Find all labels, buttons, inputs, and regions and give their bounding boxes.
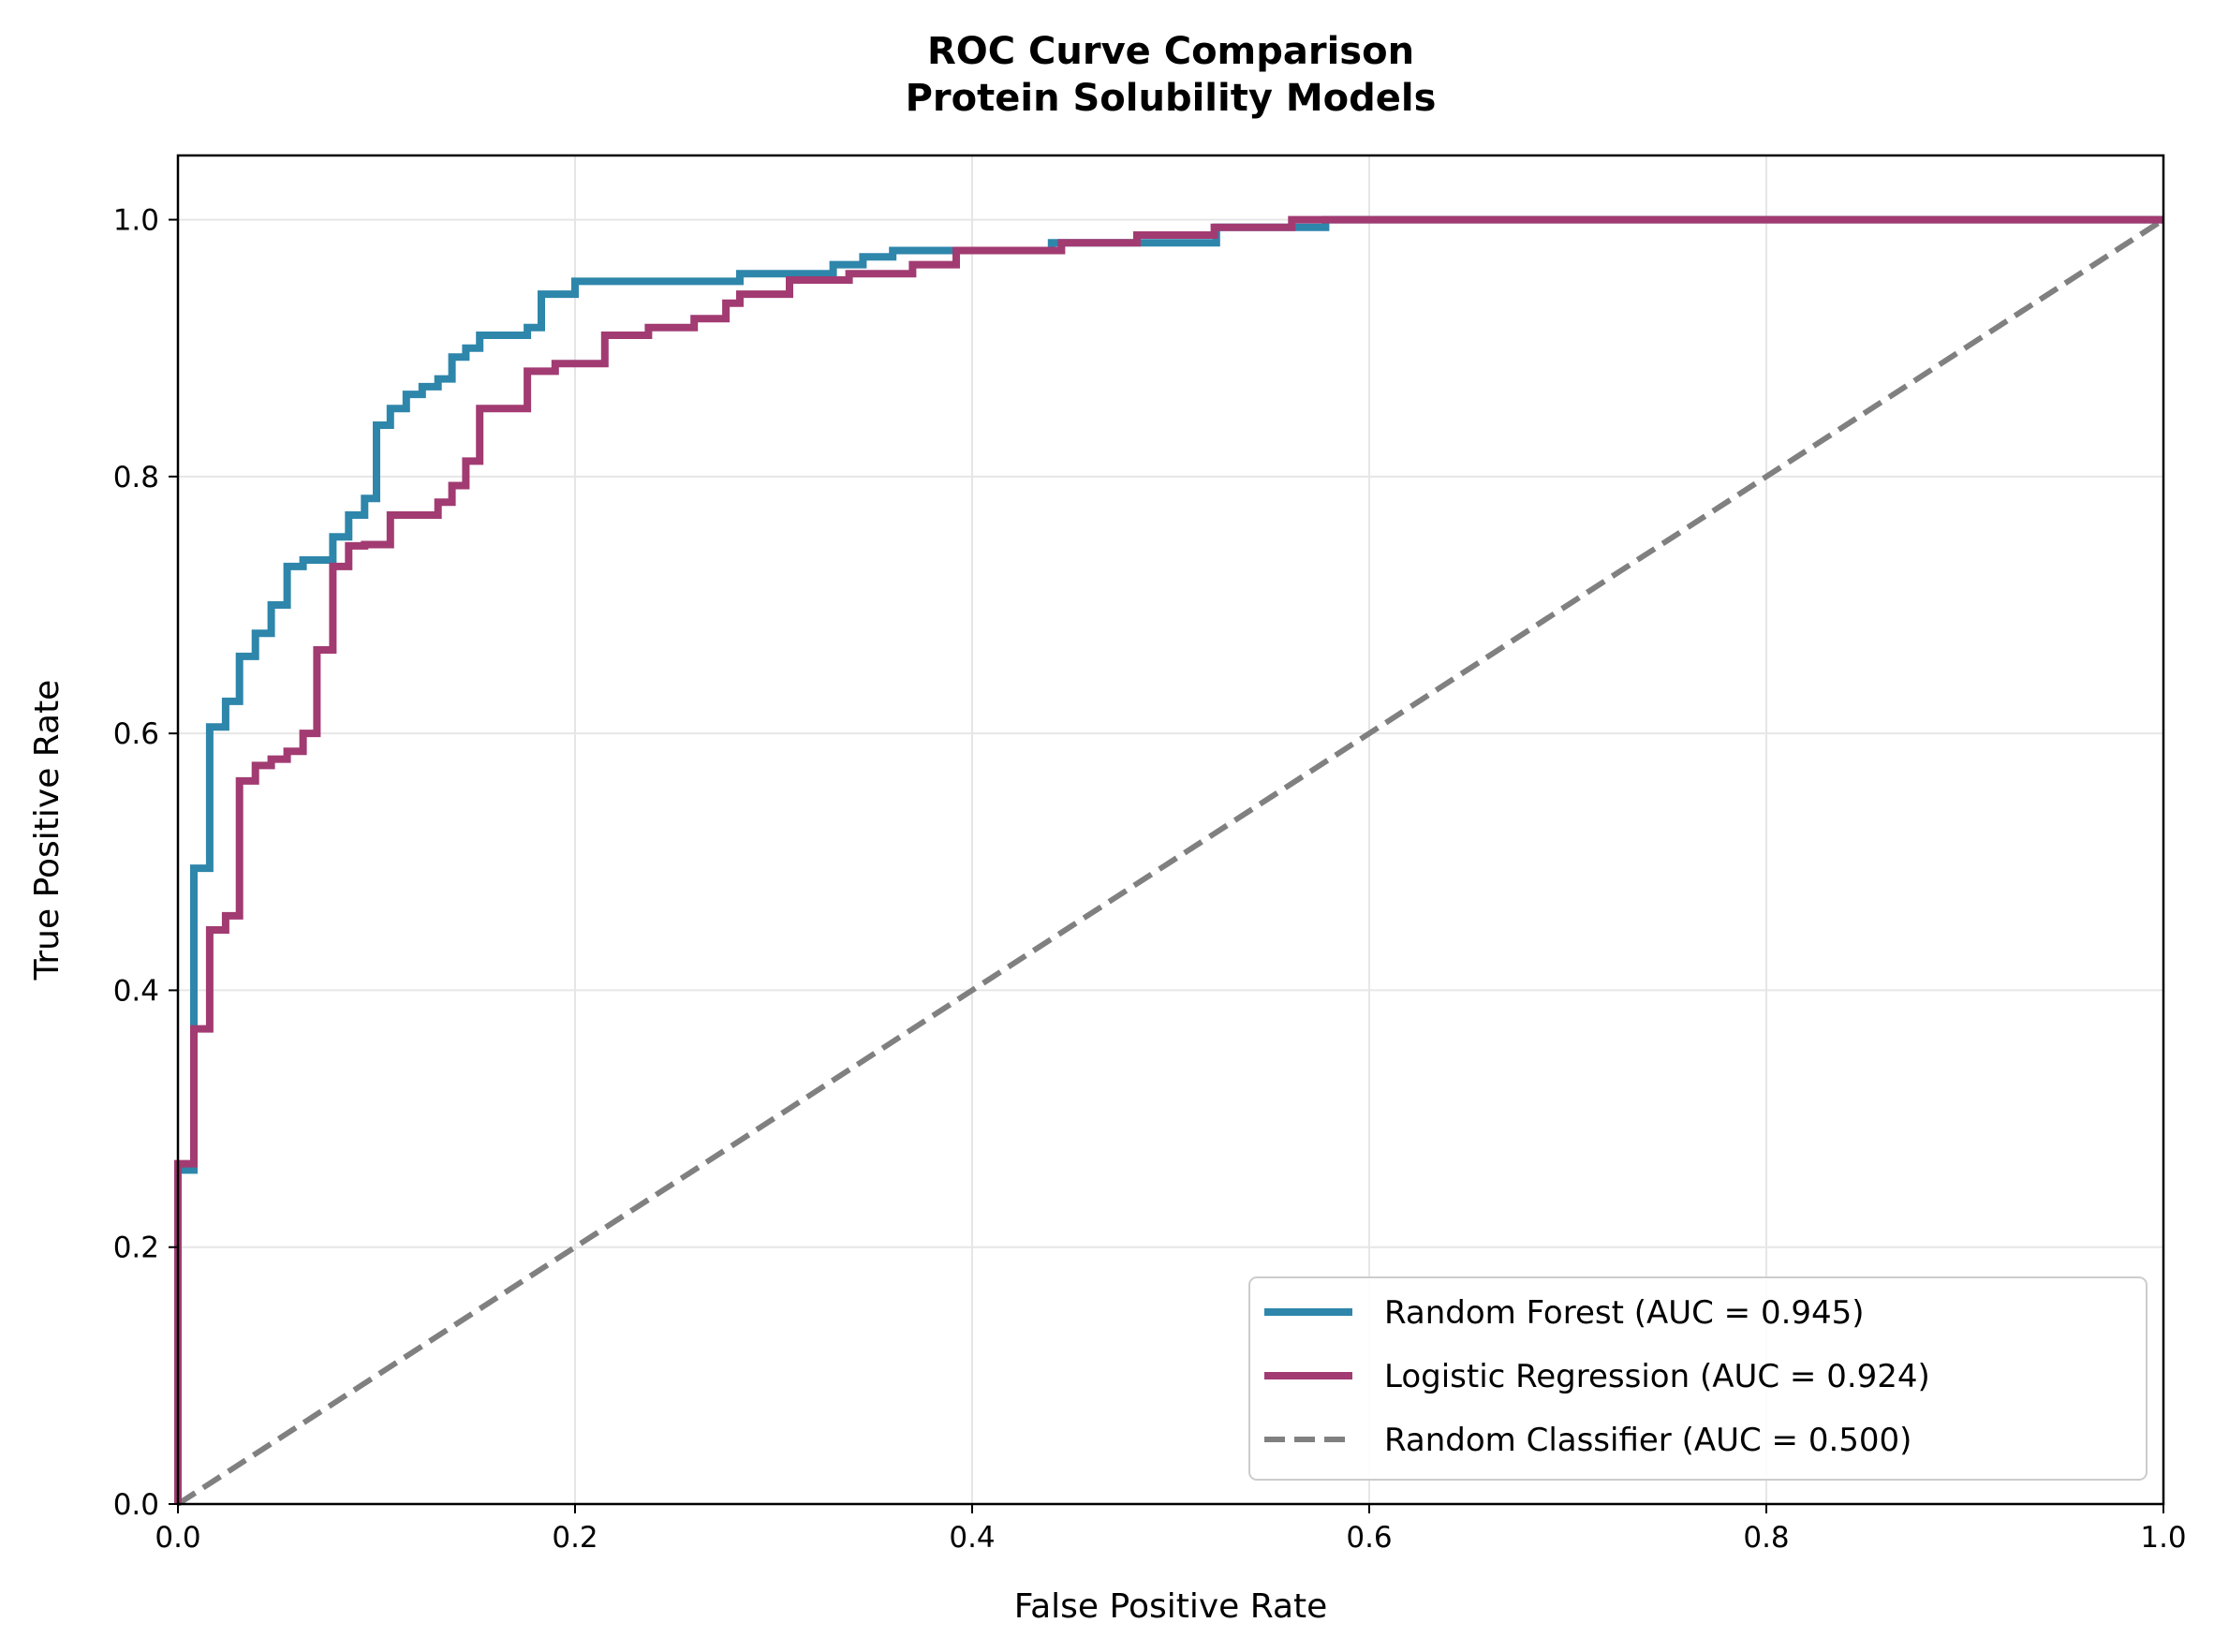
x-tick-label: 0.6: [1346, 1521, 1392, 1555]
y-tick-label: 0.8: [113, 461, 159, 494]
x-tick-label: 0.8: [1743, 1521, 1789, 1555]
plot-series: [174, 215, 2165, 1507]
legend-label-2: Random Classifier (AUC = 0.500): [1384, 1422, 1911, 1459]
y-axis-label: True Positive Rate: [28, 680, 66, 981]
x-tick-label: 0.4: [949, 1521, 995, 1555]
plot-frame: [176, 154, 2165, 1506]
chart-subtitle: Protein Solubility Models: [906, 77, 1437, 120]
series-line-2: [176, 217, 2165, 1507]
x-tick-label: 1.0: [2140, 1521, 2186, 1555]
chart-title: ROC Curve Comparison: [927, 30, 1414, 73]
y-tick-label: 0.4: [113, 974, 159, 1008]
legend-box: [1248, 1276, 2148, 1481]
legend: Random Forest (AUC = 0.945) Logistic Regr…: [1248, 1276, 2148, 1481]
y-tick-label: 0.2: [113, 1232, 159, 1265]
x-tick-label: 0.2: [552, 1521, 598, 1555]
series-line-0: [174, 215, 2163, 1504]
y-tick-label: 0.6: [113, 717, 159, 751]
y-tick-label: 1.0: [113, 204, 159, 238]
y-tick-label: 0.0: [113, 1488, 159, 1522]
x-tick-label: 0.0: [155, 1521, 200, 1555]
axis-ticks: 0.0 0.2 0.4 0.6 0.8 1.0 0.0 0.2 0.4 0.6 0.8 1.0: [113, 204, 2187, 1555]
legend-label-1: Logistic Regression (AUC = 0.924): [1384, 1358, 1930, 1395]
legend-label-0: Random Forest (AUC = 0.945): [1384, 1294, 1865, 1332]
grid: [177, 155, 2164, 1505]
series-line-1: [174, 215, 2163, 1504]
x-axis-label: False Positive Rate: [1014, 1587, 1328, 1626]
